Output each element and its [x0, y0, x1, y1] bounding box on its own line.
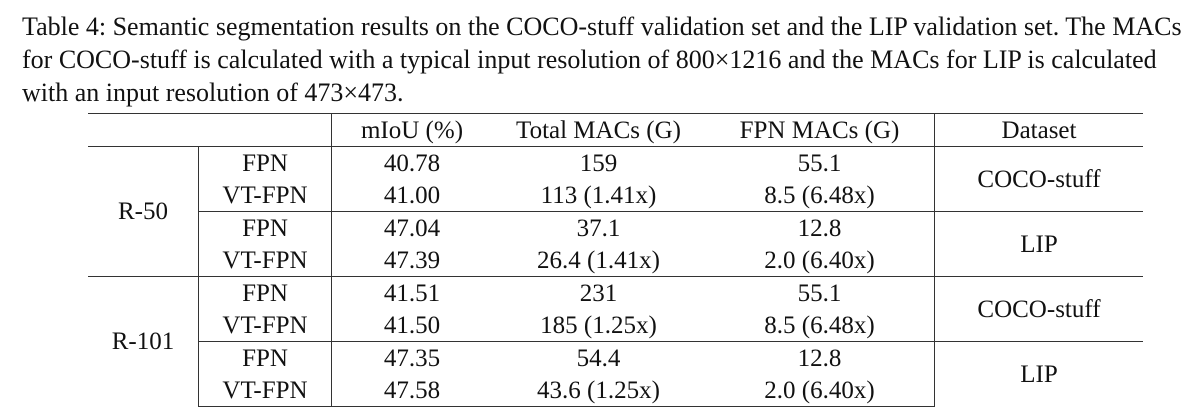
value-cell: 26.4 (1.41x) — [537, 246, 660, 274]
value-cell: 41.50 — [383, 311, 441, 339]
dataset-cell: COCO-stuff — [934, 276, 1143, 342]
header-cell: Dataset — [1001, 116, 1077, 144]
dataset-cell: COCO-stuff — [977, 165, 1101, 193]
value-cell: 47.39 — [383, 246, 441, 274]
value-cell: 2.0 (6.40x) — [705, 374, 935, 407]
header-empty — [88, 113, 332, 147]
value-cell: 8.5 (6.48x) — [705, 179, 935, 212]
value-cell: 41.51 — [331, 276, 492, 309]
method-cell: FPN — [198, 276, 332, 309]
backbone-cell: R-101 — [88, 276, 199, 407]
dataset-cell: LIP — [934, 211, 1143, 277]
header-cell: FPN MACs (G) — [705, 113, 935, 147]
value-cell: 47.04 — [331, 211, 492, 244]
value-cell: 113 (1.41x) — [540, 181, 657, 209]
table-row: VT-FPN 47.58 43.6 (1.25x) 2.0 (6.40x) — [88, 374, 1143, 407]
method-cell: FPN — [198, 341, 332, 374]
table-row: VT-FPN 47.39 26.4 (1.41x) 2.0 (6.40x) — [88, 244, 1143, 277]
value-cell: 8.5 (6.48x) — [705, 309, 935, 342]
table-row: VT-FPN 41.00 113 (1.41x) 8.5 (6.48x) — [88, 179, 1143, 212]
value-cell: 47.58 — [331, 374, 492, 407]
method-cell: VT-FPN — [198, 374, 332, 407]
backbone-cell: R-50 — [88, 146, 199, 277]
value-cell: 12.8 — [705, 341, 935, 374]
value-cell: 185 (1.25x) — [540, 311, 657, 339]
value-cell: 43.6 (1.25x) — [492, 374, 705, 407]
caption: Table 4: Semantic segmentation results o… — [22, 12, 1182, 107]
method-cell: VT-FPN — [198, 244, 332, 277]
value-cell: 231 — [492, 276, 705, 309]
value-cell: 37.1 — [492, 211, 705, 244]
table-row: R-50 FPN 40.78 159 55.1 COCO-stuff — [88, 146, 1143, 277]
value-cell: 40.78 — [383, 149, 441, 177]
dataset-cell: LIP — [934, 341, 1143, 407]
value-cell: 159 — [579, 149, 618, 177]
header-cell: Total MACs (G) — [516, 116, 681, 144]
table-row: FPN 47.04 37.1 12.8 LIP — [88, 211, 1143, 277]
header-row: mIoU (%) Total MACs (G) FPN MACs (G) Dat… — [88, 113, 1143, 147]
table-row: FPN 47.35 54.4 12.8 LIP — [88, 341, 1143, 407]
table-row: VT-FPN 41.50 185 (1.25x) 8.5 (6.48x) — [88, 309, 1143, 342]
value-cell: 54.4 — [492, 341, 705, 374]
method-cell: FPN — [198, 211, 332, 244]
header-cell: mIoU (%) — [360, 116, 464, 144]
value-cell: 55.1 — [705, 276, 935, 309]
value-cell: 47.35 — [331, 341, 492, 374]
method-cell: VT-FPN — [198, 179, 332, 212]
results-table: mIoU (%) Total MACs (G) FPN MACs (G) Dat… — [88, 113, 1143, 407]
value-cell: 41.00 — [383, 181, 441, 209]
value-cell: 55.1 — [705, 146, 935, 179]
value-cell: 12.8 — [705, 211, 935, 244]
method-cell: VT-FPN — [198, 309, 332, 342]
table-head: mIoU (%) Total MACs (G) FPN MACs (G) Dat… — [88, 113, 1143, 147]
value-cell: 2.0 (6.40x) — [705, 244, 935, 277]
table-row: R-101 FPN 41.51 231 55.1 COCO-stuff — [88, 276, 1143, 407]
table-body: R-50 FPN 40.78 159 55.1 COCO-stuff VT-FPN 41.00… — [88, 146, 1143, 407]
method-cell: FPN — [198, 146, 332, 179]
